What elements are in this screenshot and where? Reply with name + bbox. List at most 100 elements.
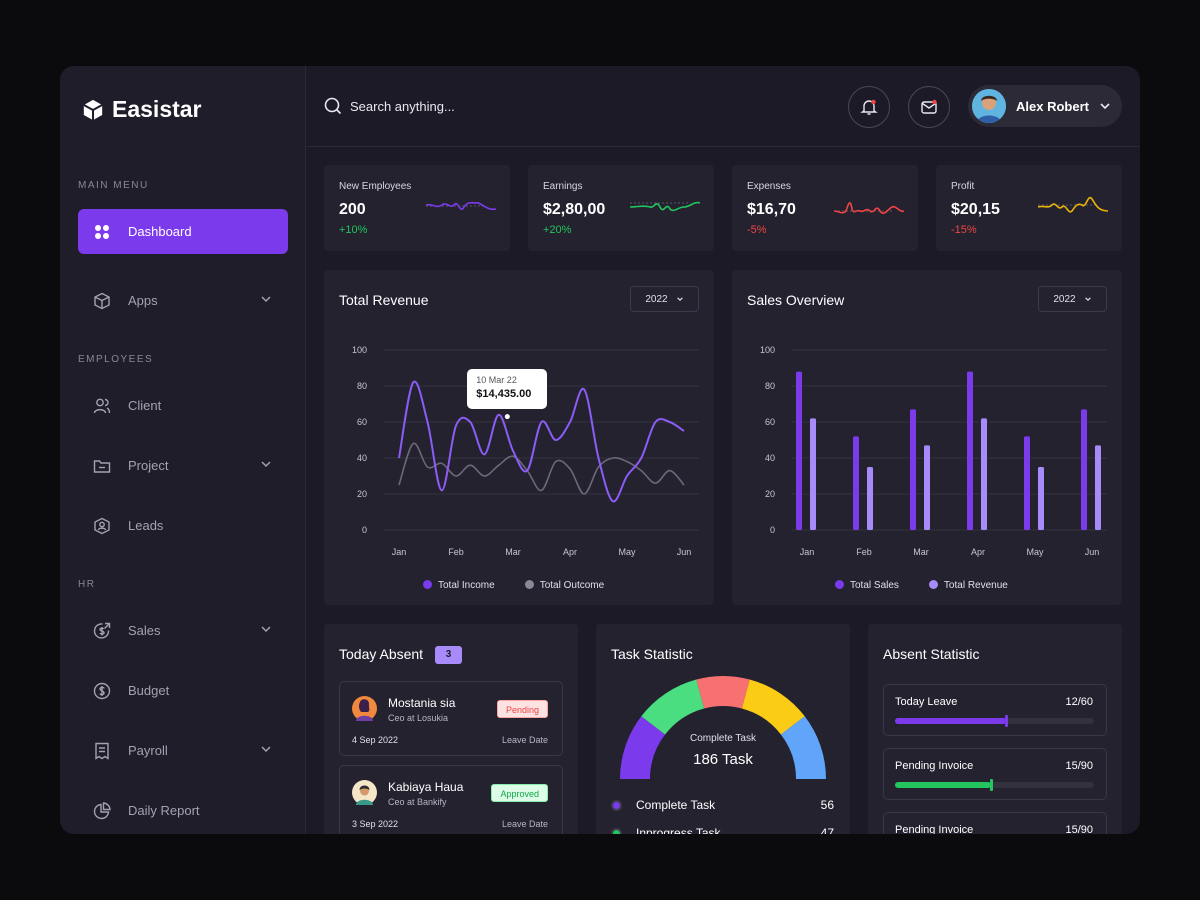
stat-value: 200 [339,201,366,218]
y-tick-label: 40 [765,453,775,463]
stat-card-profit[interactable]: Profit $20,15 -15% [936,165,1122,251]
count-badge: 3 [435,646,463,664]
user-menu[interactable]: Alex Robert [968,85,1122,127]
progress-track [895,715,1094,727]
absent-stat-item: Today Leave 12/60 [883,684,1107,736]
panel-title: Absent Statistic [883,646,980,662]
y-tick-label: 60 [357,417,367,427]
stat-card-expenses[interactable]: Expenses $16,70 -5% [732,165,918,251]
sidebar-item-payroll[interactable]: Payroll [78,728,288,773]
absent-stat-value: 15/90 [1065,760,1093,772]
y-tick-label: 60 [765,417,775,427]
absent-stat-value: 12/60 [1065,696,1093,708]
year-select[interactable]: 2022 [630,286,699,312]
absent-statistic-panel: Absent Statistic Today Leave 12/60 Pendi… [868,624,1122,834]
x-tick-label: Mar [505,547,521,557]
sidebar-item-budget[interactable]: Budget [78,668,288,713]
user-shield-icon [92,516,112,536]
outcome-line [398,442,685,495]
absent-stat-label: Pending Invoice [895,760,974,772]
today-absent-panel: Today Absent 3 Mostania sia Ceo at Losuki… [324,624,578,834]
pie-chart-icon [92,801,112,821]
sidebar-item-leads[interactable]: Leads [78,503,288,548]
sidebar-item-project[interactable]: Project [78,443,288,488]
legend-item-income: Total Income [423,580,495,591]
sidebar-item-client[interactable]: Client [78,383,288,428]
year-select-value: 2022 [645,293,668,305]
chevron-down-icon [1084,297,1091,302]
tooltip-date: 10 Mar 22 [476,374,517,385]
legend-label: Total Sales [850,580,899,591]
status-badge: Approved [491,784,548,802]
total-revenue-panel: Total Revenue 2022 0 20 40 60 80 100 Jan Feb Mar… [324,270,714,605]
year-select-value: 2022 [1053,293,1076,305]
gauge-segment [780,716,826,779]
bar-total-sales [796,371,802,530]
user-name: Alex Robert [1016,98,1089,114]
chevron-down-icon[interactable] [260,458,272,470]
stat-label: Earnings [543,181,583,192]
x-tick-label: Jan [800,547,815,557]
progress-knob[interactable] [989,779,993,791]
stat-value: $2,80,00 [543,201,606,218]
panel-title: Total Revenue [339,292,429,308]
bar-total-revenue [924,445,930,530]
bell-icon [860,99,878,115]
sidebar-item-daily-report[interactable]: Daily Report [78,788,288,833]
legend-item-outcome: Total Outcome [524,580,604,591]
bar-total-sales [967,371,973,530]
task-gauge [620,676,826,779]
absent-name: Kabiaya Haua [388,780,464,794]
bar-total-revenue [810,418,816,530]
y-tick-label: 20 [765,489,775,499]
section-title-main-menu: MAIN MENU [78,180,149,191]
gauge-center-label: Complete Task [690,733,756,744]
chevron-down-icon[interactable] [1099,100,1111,112]
revenue-chart: 0 20 40 60 80 100 Jan Feb Mar Apr May Jun [352,345,699,557]
legend-label: Total Income [438,580,495,591]
stat-card-earnings[interactable]: Earnings $2,80,00 +20% [528,165,714,251]
progress-knob[interactable] [1005,715,1009,727]
absent-stat-item: Pending Invoice 15/90 [883,812,1107,834]
chevron-down-icon[interactable] [260,293,272,305]
sparkline [426,201,496,211]
search-input[interactable]: Search anything... [350,98,455,114]
app-window: Easistar MAIN MENU Dashboard Apps EMPLOY… [60,66,1140,834]
y-tick-label: 80 [357,381,367,391]
sidebar-item-sales[interactable]: Sales [78,608,288,653]
folder-icon [92,456,112,476]
bar-total-revenue [981,418,987,530]
absent-stat-value: 15/90 [1065,824,1093,834]
chevron-down-icon[interactable] [260,623,272,635]
brand-logo[interactable]: Easistar [82,96,202,123]
status-badge: Pending [496,700,548,718]
absent-name: Mostania sia [388,696,456,710]
y-tick-label: 0 [362,525,367,535]
messages-button[interactable] [908,86,950,128]
task-row-complete: Complete Task 56 [611,798,834,812]
panel-title: Sales Overview [747,292,845,308]
chart-legend: Total Sales Total Revenue [835,580,1008,591]
sidebar-item-dashboard[interactable]: Dashboard [78,209,288,254]
bar-total-sales [1081,409,1087,530]
list-item[interactable]: Kabiaya Haua Ceo at Bankify Approved 3 S… [339,765,563,834]
x-tick-label: Mar [913,547,929,557]
y-tick-label: 0 [770,525,775,535]
chevron-down-icon[interactable] [260,743,272,755]
sparkline [630,201,700,212]
chart-legend: Total Income Total Outcome [423,580,604,591]
x-tick-label: Apr [563,547,577,557]
year-select[interactable]: 2022 [1038,286,1107,312]
gauge-segment [620,716,666,779]
search-bar[interactable]: Search anything... [324,97,455,115]
notifications-button[interactable] [848,86,890,128]
panel-title: Today Absent 3 [339,646,463,664]
avatar [352,696,377,721]
stat-card-new-employees[interactable]: New Employees 200 +10% [324,165,510,251]
sidebar-item-label: Project [128,458,169,473]
stat-label: Expenses [747,181,791,192]
sidebar-item-apps[interactable]: Apps [78,278,288,323]
stat-label: New Employees [339,181,412,192]
list-item[interactable]: Mostania sia Ceo at Losukia Pending 4 Se… [339,681,563,756]
task-row-inprogress: Inprogress Task 47 [611,826,834,834]
